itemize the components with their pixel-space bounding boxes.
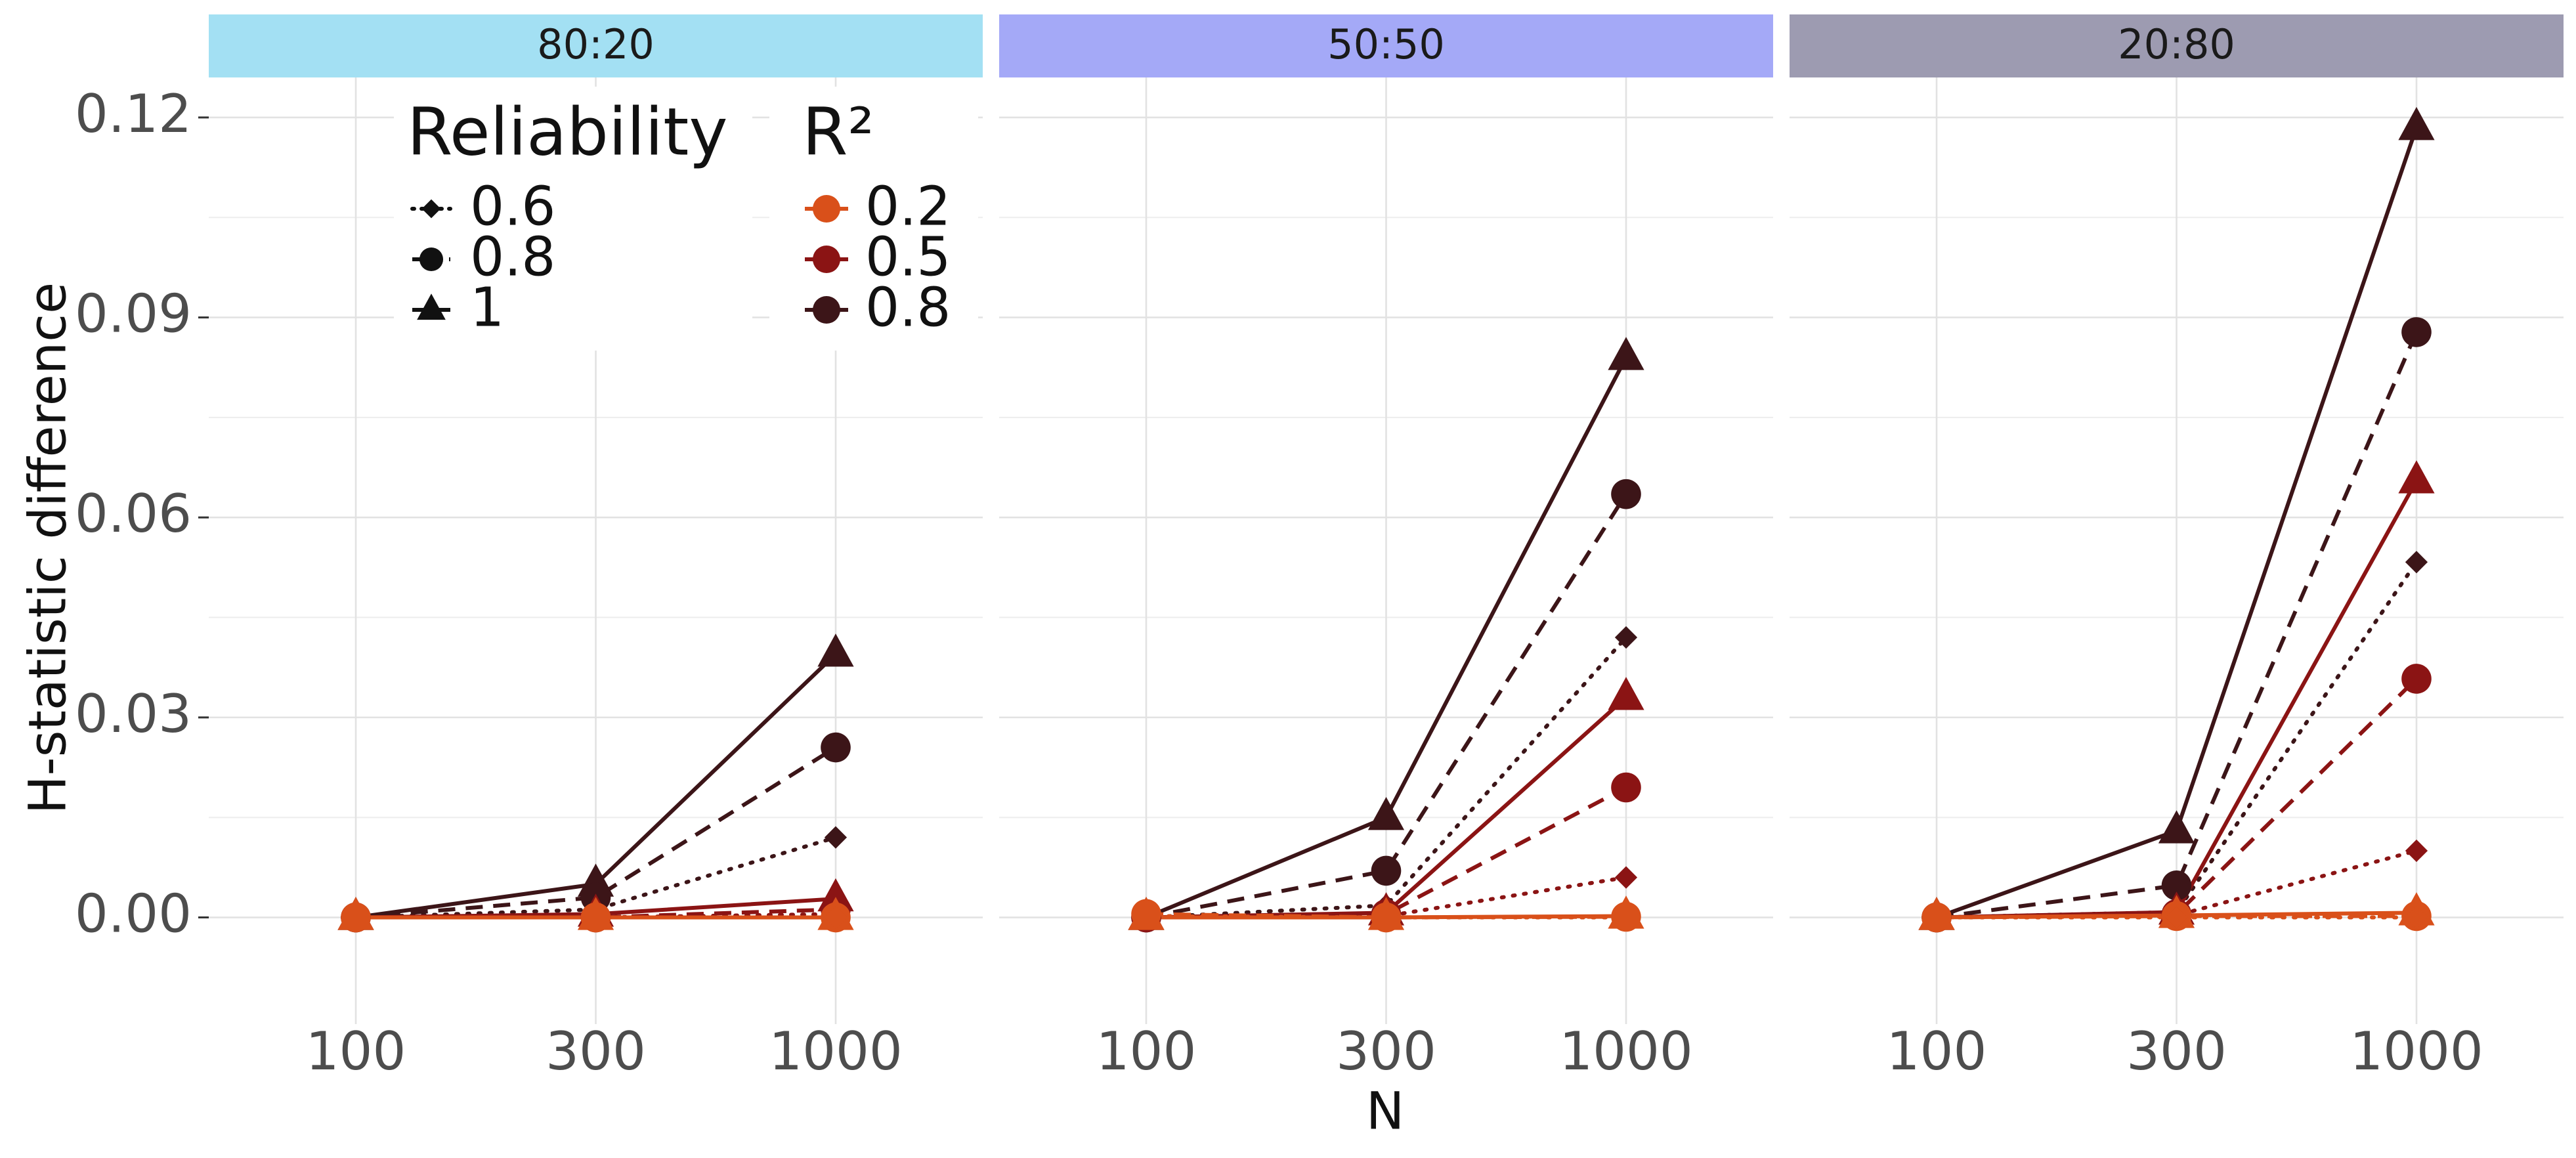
y-tick-label: 0.06 xyxy=(75,483,192,544)
legend-label-r2: 0.2 xyxy=(865,175,951,238)
data-point xyxy=(2161,870,2192,901)
data-point xyxy=(1925,906,1948,929)
legend-key-r2 xyxy=(805,246,848,273)
x-tick-label: 300 xyxy=(546,1021,646,1082)
legend-marker xyxy=(419,247,444,272)
legend-marker xyxy=(417,293,446,320)
legend-title-reliability: Reliability xyxy=(407,93,728,170)
legend-marker xyxy=(813,296,840,324)
data-point xyxy=(1608,337,1644,370)
data-point xyxy=(2398,106,2435,140)
legend-label-reliability: 0.6 xyxy=(470,175,555,238)
data-point xyxy=(2401,317,2432,347)
data-point xyxy=(1611,772,1641,803)
legend-key-reliability xyxy=(410,199,452,219)
x-tick-label: 1000 xyxy=(2350,1021,2483,1082)
legend-background-r2 xyxy=(769,87,978,351)
data-point xyxy=(1614,866,1638,889)
legend-label-r2: 0.5 xyxy=(865,226,951,288)
facet-strip xyxy=(209,14,983,77)
legend-key-reliability xyxy=(412,293,450,320)
series-line xyxy=(1936,331,2418,920)
data-point xyxy=(1375,906,1398,929)
legend: Reliability R²0.60.810.20.50.8 xyxy=(394,87,978,351)
series-lines xyxy=(1144,356,1628,920)
data-point xyxy=(1611,479,1641,509)
x-tick-label: 100 xyxy=(306,1021,406,1082)
data-point xyxy=(1367,796,1405,830)
series-line xyxy=(1146,785,1627,920)
facet-strip-label: 50:50 xyxy=(1327,20,1445,68)
legend-title-r2: R² xyxy=(802,93,874,170)
data-point xyxy=(2405,906,2428,929)
data-point xyxy=(2165,906,2188,929)
legend-label-reliability: 1 xyxy=(470,276,504,339)
data-point xyxy=(824,906,848,929)
facet-strip xyxy=(999,14,1773,77)
y-tick-label: 0.00 xyxy=(75,883,192,944)
legend-background-reliability xyxy=(394,87,752,351)
y-tick-label: 0.12 xyxy=(75,83,192,144)
panel-3: 20:80 100 300 1000 xyxy=(1790,14,2564,1082)
x-tick-label: 100 xyxy=(1096,1021,1197,1082)
data-point xyxy=(1134,905,1158,928)
series-points xyxy=(1918,106,2435,933)
x-tick-label: 1000 xyxy=(1559,1021,1693,1082)
panels: 80:20 100 300 1000 50:50 100 300 1000 20:80 100 30… xyxy=(209,14,2564,1082)
y-tick-label: 0.03 xyxy=(75,683,192,744)
x-tick-label: 300 xyxy=(2126,1021,2227,1082)
series-line xyxy=(355,746,837,920)
facet-strip-label: 20:80 xyxy=(2118,20,2235,68)
data-point xyxy=(2158,810,2195,844)
data-point xyxy=(824,826,848,849)
data-point xyxy=(1614,906,1638,929)
x-tick-label: 1000 xyxy=(769,1021,903,1082)
x-tick-label: 100 xyxy=(1887,1021,1987,1082)
data-point xyxy=(2405,839,2428,863)
panel-2: 50:50 100 300 1000 xyxy=(999,14,1773,1082)
legend-key-r2 xyxy=(805,195,848,223)
data-point xyxy=(821,732,851,763)
series-line xyxy=(1144,914,1628,920)
legend-marker xyxy=(813,195,840,223)
legend-marker xyxy=(813,246,840,273)
facet-strip xyxy=(1790,14,2564,77)
data-point xyxy=(2401,664,2432,694)
data-point xyxy=(2405,551,2428,574)
data-point xyxy=(1614,626,1638,649)
legend-key-reliability xyxy=(412,247,450,272)
series-line xyxy=(356,907,836,920)
data-point xyxy=(817,633,854,667)
y-tick-label: 0.09 xyxy=(75,284,192,345)
series-points xyxy=(1128,337,1644,933)
data-point xyxy=(1371,855,1402,886)
series-lines xyxy=(354,653,838,920)
legend-label-r2: 0.8 xyxy=(865,276,951,339)
legend-key-r2 xyxy=(805,296,848,324)
legend-marker xyxy=(421,199,441,219)
series-points xyxy=(337,633,854,933)
facet-strip-label: 80:20 xyxy=(537,20,655,68)
x-axis-label: N xyxy=(1366,1082,1404,1141)
data-point xyxy=(344,906,368,929)
data-point xyxy=(584,906,607,929)
y-axis-label: H-statistic difference xyxy=(18,282,77,814)
data-point xyxy=(1608,677,1644,710)
data-point xyxy=(2398,460,2435,494)
series-line xyxy=(1144,635,1628,920)
series-line xyxy=(1936,914,2416,920)
x-tick-label: 300 xyxy=(1336,1021,1436,1082)
legend-label-reliability: 0.8 xyxy=(470,226,555,288)
y-axis: 0.00 0.03 0.06 0.09 0.12 xyxy=(75,83,209,944)
